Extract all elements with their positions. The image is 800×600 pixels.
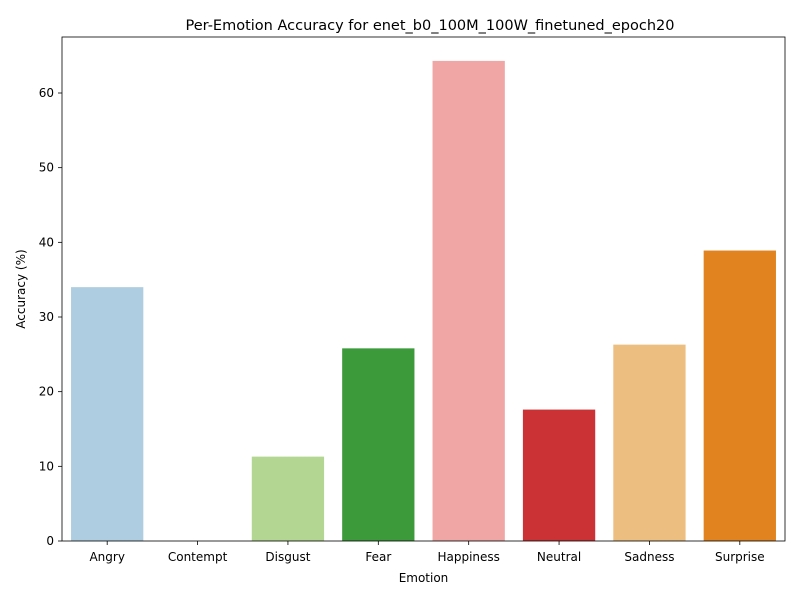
y-axis-label: Accuracy (%) [14, 249, 28, 328]
x-tick-label: Angry [89, 550, 124, 564]
y-tick-label: 30 [39, 310, 54, 324]
bar-neutral [522, 409, 596, 541]
x-tick-label: Contempt [168, 550, 228, 564]
x-axis: Angry Contempt Disgust Fear Happiness Neutral… [89, 541, 765, 564]
y-tick-label: 10 [39, 459, 54, 473]
x-tick-label: Sadness [624, 550, 674, 564]
y-tick-label: 20 [39, 385, 54, 399]
chart-title: Per-Emotion Accuracy for enet_b0_100M_10… [186, 18, 675, 34]
plot-frame [61, 36, 786, 542]
y-tick-label: 60 [39, 86, 54, 100]
bar-happiness [432, 60, 505, 541]
y-axis: 0 10 20 30 40 50 60 [39, 86, 62, 548]
x-tick-label: Happiness [437, 550, 499, 564]
x-tick-label: Neutral [537, 550, 581, 564]
bar-surprise [703, 250, 776, 541]
x-tick-label: Fear [365, 550, 391, 564]
bar-fear [342, 348, 415, 541]
y-tick-label: 0 [46, 534, 54, 548]
y-tick-label: 40 [39, 235, 54, 249]
bar-disgust [251, 456, 325, 541]
y-tick-label: 50 [39, 161, 54, 175]
x-axis-label: Emotion [399, 571, 449, 585]
bar-sadness [613, 344, 686, 541]
x-tick-label: Disgust [265, 550, 310, 564]
bars-group [71, 60, 776, 541]
bar-angry [71, 287, 144, 541]
x-tick-label: Surprise [715, 550, 765, 564]
